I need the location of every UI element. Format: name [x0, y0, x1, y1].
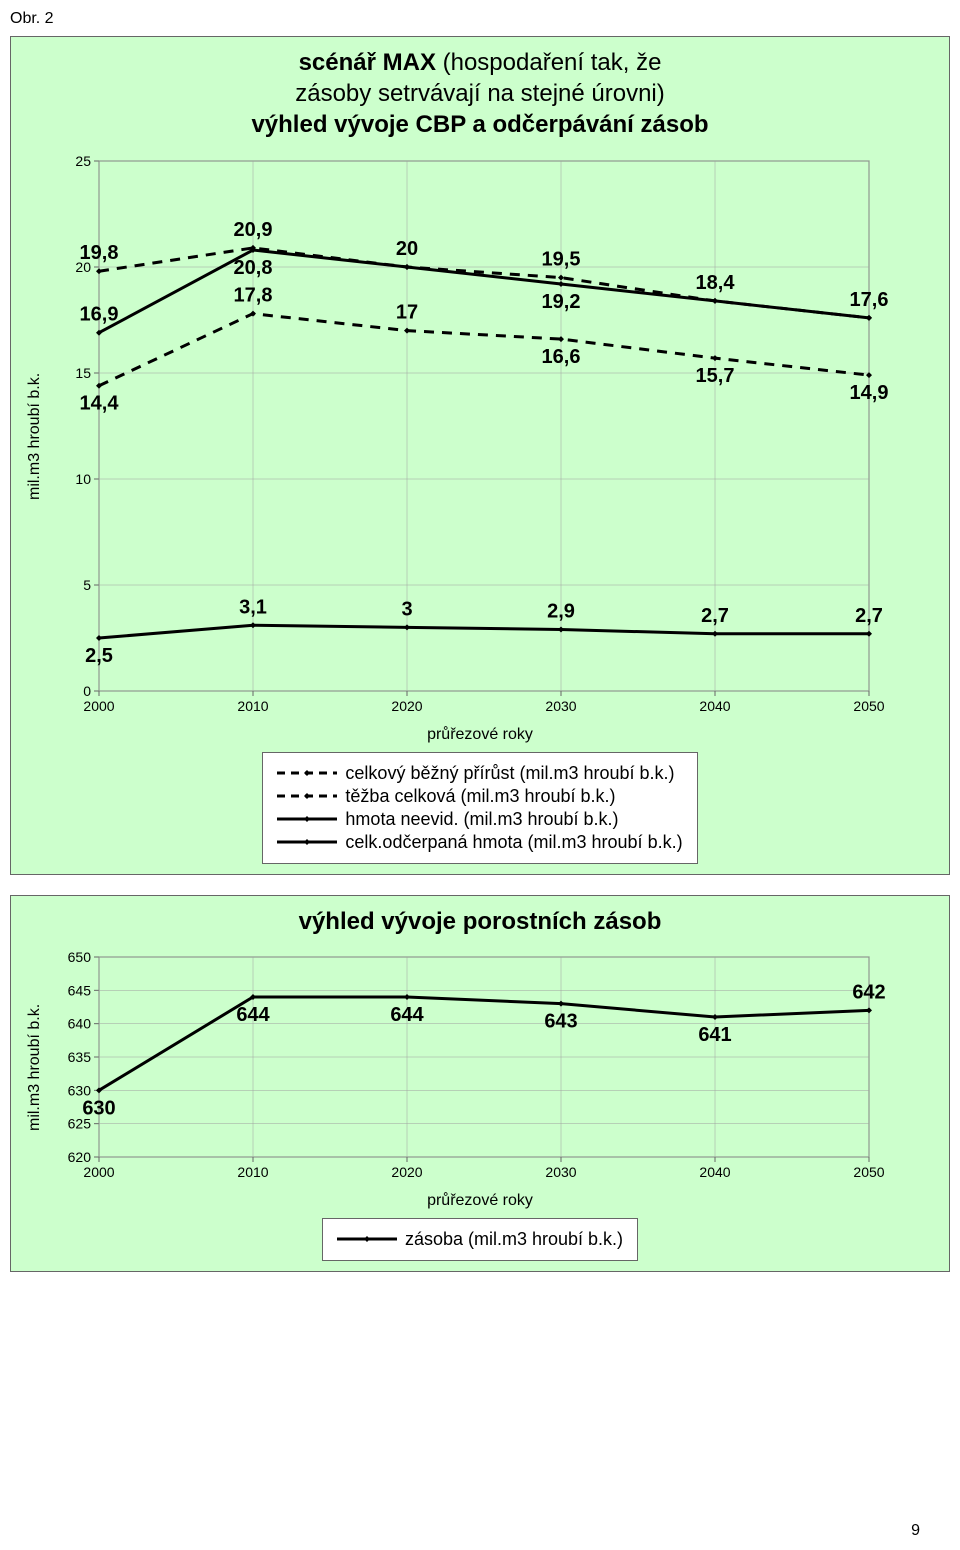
page-number: 9: [911, 1522, 920, 1540]
legend-row: zásoba (mil.m3 hroubí b.k.): [337, 1229, 623, 1250]
chart2-title: výhled vývoje porostních zásob: [21, 906, 939, 937]
x-tick-label: 2040: [699, 1164, 730, 1180]
data-label: 19,5: [542, 248, 581, 270]
chart1-title-bold: scénář MAX: [299, 49, 436, 76]
legend-row: celk.odčerpaná hmota (mil.m3 hroubí b.k.…: [277, 832, 682, 853]
x-tick-label: 2030: [545, 698, 576, 714]
data-label: 2,9: [547, 600, 575, 622]
data-label: 14,9: [850, 382, 889, 404]
legend-label: celk.odčerpaná hmota (mil.m3 hroubí b.k.…: [345, 832, 682, 853]
data-label: 18,4: [696, 271, 736, 293]
data-label: 643: [544, 1010, 577, 1032]
data-label: 20: [396, 238, 418, 260]
data-label: 644: [390, 1004, 424, 1026]
legend-label: celkový běžný přírůst (mil.m3 hroubí b.k…: [345, 763, 674, 784]
chart1-container: scénář MAX (hospodaření tak, že zásoby s…: [10, 36, 950, 875]
y-tick-label: 620: [68, 1149, 92, 1165]
x-tick-label: 2010: [237, 698, 268, 714]
legend-line-icon: [277, 832, 337, 852]
legend-row: hmota neevid. (mil.m3 hroubí b.k.): [277, 809, 682, 830]
y-tick-label: 640: [68, 1015, 92, 1031]
y-tick-label: 650: [68, 949, 92, 965]
y-tick-label: 645: [68, 982, 92, 998]
y-tick-label: 10: [75, 471, 91, 487]
legend-label: těžba celková (mil.m3 hroubí b.k.): [345, 786, 615, 807]
legend-label: zásoba (mil.m3 hroubí b.k.): [405, 1229, 623, 1250]
plot-area: [99, 161, 869, 691]
data-label: 644: [236, 1004, 270, 1026]
chart1-xlabel: průřezové roky: [21, 726, 939, 744]
y-tick-label: 635: [68, 1049, 92, 1065]
data-label: 630: [82, 1097, 115, 1119]
y-tick-label: 630: [68, 1082, 92, 1098]
data-label: 641: [698, 1024, 731, 1046]
data-label: 20,8: [234, 257, 273, 279]
chart1-title: scénář MAX (hospodaření tak, že zásoby s…: [21, 47, 939, 141]
legend-row: těžba celková (mil.m3 hroubí b.k.): [277, 786, 682, 807]
data-label: 642: [852, 981, 885, 1003]
y-tick-label: 25: [75, 153, 91, 169]
chart1-title-line3: výhled vývoje CBP a odčerpávání zásob: [251, 111, 708, 138]
data-label: 15,7: [696, 365, 735, 387]
plot2-svg: 6206256306356406456502000201020202030204…: [49, 947, 909, 1187]
plot1-svg: 0 5 10 15 20 25 2000 2010 2020 2030 2040 2050 19,8 20…: [49, 151, 909, 721]
y-tick-label: 5: [83, 577, 91, 593]
x-tick-label: 2050: [853, 1164, 884, 1180]
legend-row: celkový běžný přírůst (mil.m3 hroubí b.k…: [277, 763, 682, 784]
chart1-ylabel: mil.m3 hroubí b.k.: [21, 151, 49, 721]
legend-line-icon: [277, 809, 337, 829]
data-label: 17: [396, 301, 418, 323]
x-tick-label: 2000: [83, 1164, 114, 1180]
chart2-ylabel: mil.m3 hroubí b.k.: [21, 947, 49, 1187]
data-label: 16,9: [80, 303, 119, 325]
data-label: 17,8: [234, 284, 273, 306]
x-tick-label: 2040: [699, 698, 730, 714]
y-tick-label: 0: [83, 683, 91, 699]
data-label: 19,2: [542, 291, 581, 313]
data-label: 3: [401, 598, 412, 620]
x-tick-label: 2020: [391, 698, 422, 714]
chart2-title-text: výhled vývoje porostních zásob: [299, 908, 662, 935]
legend-line-icon: [277, 763, 337, 783]
x-tick-label: 2020: [391, 1164, 422, 1180]
chart2-xlabel: průřezové roky: [21, 1192, 939, 1210]
chart2-legend: zásoba (mil.m3 hroubí b.k.): [322, 1218, 638, 1261]
data-label: 17,6: [850, 288, 889, 310]
x-tick-label: 2010: [237, 1164, 268, 1180]
figure-label: Obr. 2: [10, 10, 950, 28]
data-label: 2,7: [855, 604, 883, 626]
data-label: 2,7: [701, 604, 729, 626]
legend-line-icon: [337, 1229, 397, 1249]
data-label: 3,1: [239, 596, 267, 618]
data-label: 20,9: [234, 218, 273, 240]
data-label: 14,4: [80, 392, 120, 414]
chart2-container: výhled vývoje porostních zásob mil.m3 hr…: [10, 895, 950, 1272]
x-tick-label: 2050: [853, 698, 884, 714]
legend-line-icon: [277, 786, 337, 806]
data-label: 16,6: [542, 346, 581, 368]
legend-label: hmota neevid. (mil.m3 hroubí b.k.): [345, 809, 618, 830]
x-tick-label: 2000: [83, 698, 114, 714]
chart1-title-line2: zásoby setrvávají na stejné úrovni): [295, 80, 665, 107]
x-tick-label: 2030: [545, 1164, 576, 1180]
chart1-legend: celkový běžný přírůst (mil.m3 hroubí b.k…: [262, 752, 697, 864]
data-label: 2,5: [85, 645, 113, 667]
chart1-title-rest: (hospodaření tak, že: [436, 49, 661, 76]
y-tick-label: 15: [75, 365, 91, 381]
data-label: 19,8: [80, 242, 119, 264]
